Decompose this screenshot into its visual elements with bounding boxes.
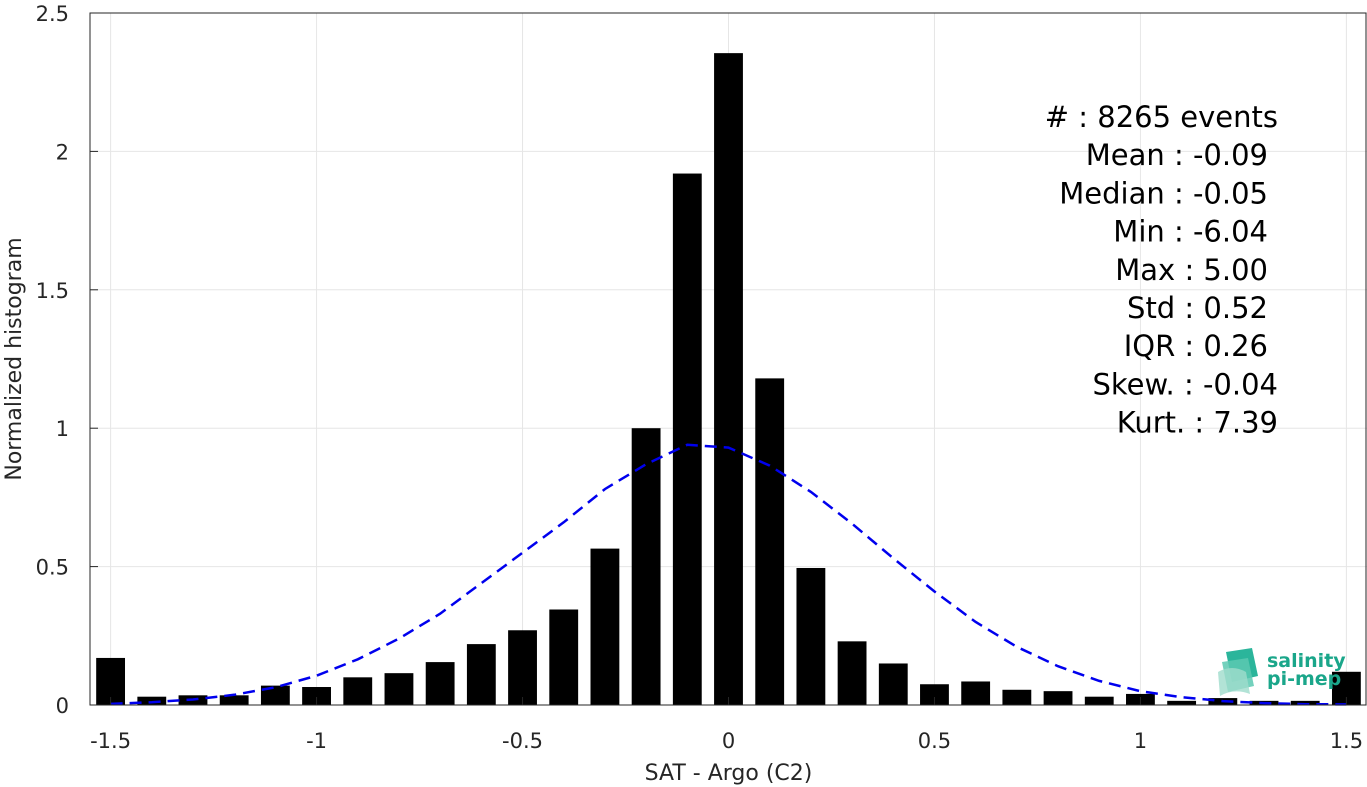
y-axis-ticks: 0 0.5 1 1.5 2 2.5: [36, 2, 98, 718]
histogram-bar: [796, 567, 826, 705]
x-tick-label: -0.5: [502, 729, 543, 753]
histogram-bar: [549, 609, 579, 705]
x-tick-label: 1: [1134, 729, 1147, 753]
logo-wave-icon: [1218, 648, 1258, 696]
histogram-bar: [384, 673, 414, 705]
x-axis-ticks: -1.5 -1 -0.5 0 0.5 1 1.5: [90, 697, 1363, 753]
histogram-bar: [590, 548, 620, 705]
bars: [96, 53, 1361, 706]
histogram-bar: [508, 630, 537, 705]
x-tick-label: 0: [722, 729, 735, 753]
stats-line: Std : 0.52: [1127, 291, 1268, 325]
histogram-bar: [878, 663, 908, 705]
histogram-bar: [1167, 700, 1197, 705]
histogram-bar: [1290, 700, 1320, 705]
histogram-bar: [714, 53, 743, 706]
histogram-bar: [1043, 691, 1073, 705]
stats-line: Min : -6.04: [1113, 215, 1268, 249]
y-tick-label: 1.5: [36, 279, 69, 303]
histogram-bar: [302, 687, 331, 705]
x-axis-title: SAT - Argo (C2): [645, 761, 813, 786]
stats-line: Max : 5.00: [1115, 253, 1268, 287]
stats-line: # : 8265 events: [1045, 100, 1278, 134]
salinity-pi-mep-logo: salinity pi-mep: [1218, 648, 1346, 696]
histogram-bar: [631, 428, 661, 705]
y-axis-title: Normalized histogram: [2, 237, 27, 480]
logo-text-line1: salinity: [1267, 650, 1346, 672]
x-tick-label: -1.5: [90, 729, 131, 753]
y-tick-label: 0.5: [36, 556, 69, 580]
histogram-bar: [425, 662, 455, 705]
histogram-bar: [1084, 696, 1114, 705]
y-tick-label: 2.5: [36, 2, 69, 26]
histogram-bar: [755, 378, 785, 705]
stats-line: Skew. : -0.04: [1092, 367, 1278, 401]
y-tick-label: 1: [56, 417, 69, 441]
logo-text-line2: pi-mep: [1267, 668, 1341, 690]
histogram-bar: [920, 684, 949, 705]
histogram-bar: [1002, 689, 1032, 705]
histogram-bar: [961, 681, 991, 705]
histogram-bar: [466, 644, 496, 705]
histogram-bar: [260, 685, 290, 705]
stats-line: Mean : -0.09: [1086, 138, 1268, 172]
stats-line: Kurt. : 7.39: [1117, 406, 1278, 440]
stats-line: Median : -0.05: [1059, 176, 1268, 210]
stats-line: IQR : 0.26: [1124, 329, 1268, 363]
x-tick-label: 1.5: [1330, 729, 1363, 753]
y-tick-label: 2: [56, 140, 69, 164]
normal-fit-curve: [110, 443, 1347, 706]
histogram-bar: [219, 695, 249, 705]
statistics-annotation: # : 8265 events Mean : -0.09 Median : -0.0…: [1045, 100, 1278, 440]
normal-fit-line: [110, 443, 1347, 706]
histogram-bar: [672, 173, 702, 705]
histogram-bar: [343, 677, 373, 705]
x-tick-label: 0.5: [918, 729, 951, 753]
y-tick-label: 0: [56, 694, 69, 718]
histogram-bar: [837, 641, 867, 705]
histogram-bar: [137, 696, 167, 705]
x-tick-label: -1: [306, 729, 327, 753]
